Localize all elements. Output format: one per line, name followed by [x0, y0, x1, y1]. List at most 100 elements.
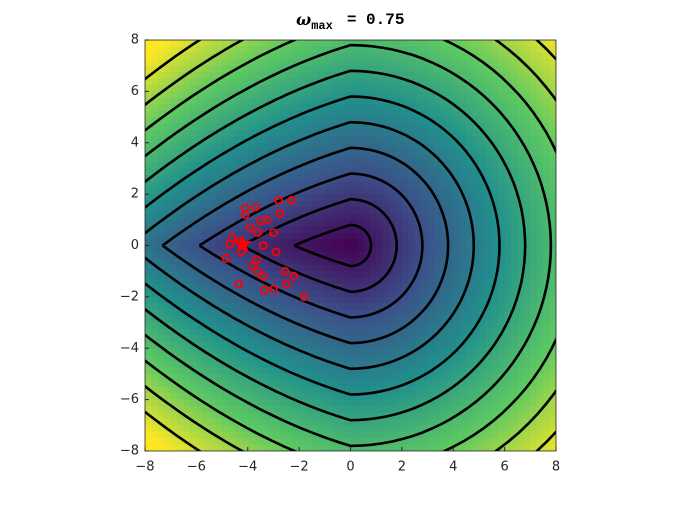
heat-cell	[408, 393, 416, 401]
heat-cell	[453, 206, 461, 214]
heat-cell	[408, 65, 416, 73]
heat-cell	[472, 91, 480, 99]
heat-cell	[286, 97, 294, 105]
heat-cell	[254, 149, 262, 157]
heat-cell	[151, 284, 159, 292]
sample-point	[271, 247, 281, 257]
heat-cell	[228, 155, 236, 163]
heat-cell	[337, 328, 345, 337]
heat-cell	[273, 406, 281, 414]
heat-cell	[273, 438, 281, 446]
heat-cell	[376, 142, 384, 150]
heat-cell	[170, 335, 178, 343]
heat-cell	[196, 65, 204, 73]
heat-cell	[247, 213, 255, 221]
heat-cell	[183, 316, 191, 324]
heat-cell	[273, 412, 281, 420]
heat-cell	[408, 418, 416, 426]
heat-cell	[543, 110, 551, 118]
heat-cell	[344, 142, 352, 150]
heat-cell	[511, 91, 519, 99]
heat-cell	[260, 136, 268, 144]
heat-cell	[286, 258, 294, 266]
heat-cell	[421, 155, 429, 163]
heat-cell	[511, 59, 519, 67]
heat-cell	[337, 316, 345, 324]
heat-cell	[145, 438, 153, 446]
heat-cell	[151, 206, 159, 214]
heat-cell	[305, 328, 313, 337]
heat-cell	[254, 354, 262, 362]
heat-cell	[511, 444, 519, 451]
heat-cell	[247, 168, 255, 176]
heat-cell	[485, 303, 493, 311]
heat-cell	[382, 425, 390, 433]
heat-cell	[318, 399, 326, 407]
heat-cell	[440, 386, 448, 394]
heat-cell	[279, 78, 287, 86]
heat-cell	[202, 277, 210, 285]
heat-cell	[549, 72, 556, 80]
heat-cell	[466, 174, 474, 182]
heat-cell	[440, 251, 448, 259]
heat-cell	[549, 129, 556, 137]
heat-cell	[440, 91, 448, 99]
heat-cell	[401, 168, 409, 176]
heat-cell	[189, 284, 197, 292]
heat-cell	[318, 373, 326, 381]
heat-cell	[440, 348, 448, 356]
heat-cell	[523, 52, 531, 60]
heat-cell	[311, 91, 319, 99]
heat-cell	[279, 200, 287, 208]
heat-cell	[363, 40, 371, 48]
heat-cell	[305, 303, 313, 311]
heat-cell	[459, 418, 467, 426]
heat-cell	[196, 393, 204, 401]
heat-cell	[389, 129, 397, 137]
heat-cell	[536, 399, 544, 407]
heat-cell	[267, 367, 275, 375]
heat-cell	[511, 418, 519, 426]
heat-cell	[209, 117, 217, 125]
heat-cell	[389, 425, 397, 433]
heat-cell	[145, 418, 153, 426]
heat-cell	[260, 46, 268, 54]
heat-cell	[196, 328, 204, 337]
heat-cell	[222, 290, 230, 298]
heat-cell	[273, 78, 281, 86]
heat-cell	[523, 84, 531, 92]
heat-cell	[433, 264, 442, 272]
heat-cell	[376, 444, 384, 451]
heat-cell	[408, 226, 416, 234]
heat-cell	[177, 341, 185, 349]
title-symbol: ω	[296, 10, 311, 29]
heat-cell	[337, 296, 345, 304]
heat-cell	[440, 354, 448, 362]
heat-cell	[511, 425, 519, 433]
heat-cell	[209, 168, 217, 176]
heat-cell	[523, 194, 531, 202]
heat-cell	[376, 264, 384, 272]
heat-cell	[466, 162, 474, 170]
heat-cell	[305, 290, 313, 298]
heat-cell	[196, 155, 204, 163]
heat-cell	[408, 206, 416, 214]
heat-cell	[260, 59, 268, 67]
heat-cell	[446, 303, 454, 311]
heat-cell	[273, 149, 281, 157]
heat-cell	[356, 65, 364, 73]
heat-cell	[164, 258, 172, 266]
heat-cell	[292, 162, 300, 170]
heat-cell	[305, 200, 313, 208]
heat-cell	[543, 335, 551, 343]
heat-cell	[523, 129, 531, 137]
heat-cell	[324, 373, 332, 381]
heat-cell	[215, 444, 223, 451]
heat-cell	[305, 444, 313, 451]
heat-cell	[241, 232, 249, 240]
heat-cell	[228, 200, 236, 208]
heat-cell	[305, 155, 313, 163]
heat-cell	[459, 412, 467, 420]
heat-cell	[408, 104, 416, 112]
heat-cell	[530, 296, 538, 304]
